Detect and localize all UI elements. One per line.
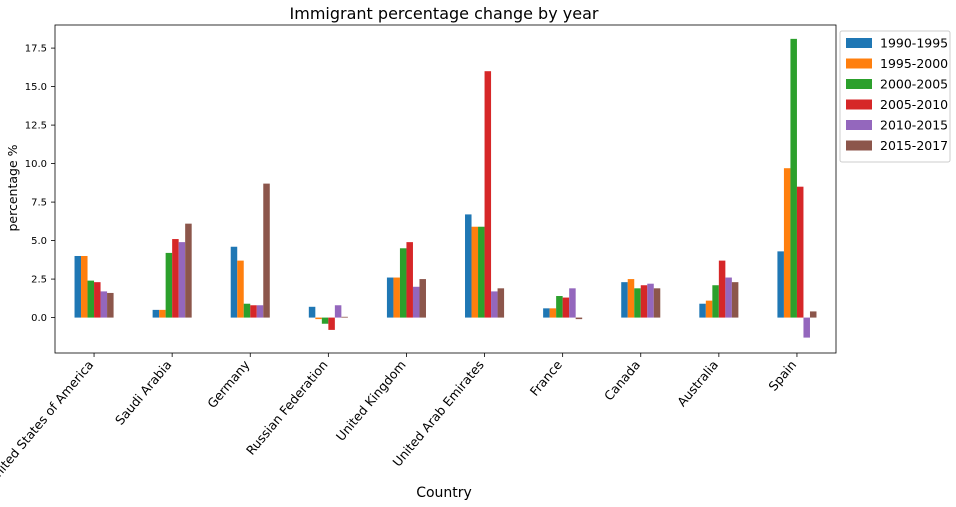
legend-label: 1995-2000 bbox=[880, 56, 948, 71]
legend-label: 2005-2010 bbox=[880, 97, 948, 112]
bar bbox=[100, 291, 108, 318]
bar bbox=[399, 248, 407, 318]
bar bbox=[412, 286, 420, 318]
legend-swatch bbox=[846, 38, 872, 48]
chart-title: Immigrant percentage change by year bbox=[290, 4, 599, 23]
bar bbox=[165, 252, 173, 318]
legend-label: 2000-2005 bbox=[880, 77, 948, 92]
bar bbox=[647, 283, 654, 318]
bar bbox=[621, 282, 628, 318]
x-tick-label: United Kingdom bbox=[333, 357, 409, 444]
bar bbox=[803, 317, 810, 338]
bar bbox=[465, 214, 472, 318]
legend-label: 1990-1995 bbox=[880, 36, 948, 51]
plot-area: 0.0 2.5 5.0 7.5 10.0 12.5 15.0 17.5 United State… bbox=[0, 24, 837, 487]
bar bbox=[237, 260, 244, 318]
bar bbox=[263, 183, 270, 318]
bar bbox=[152, 309, 160, 318]
bar bbox=[543, 308, 550, 318]
bar bbox=[94, 282, 101, 318]
y-tick-label: 5.0 bbox=[31, 236, 47, 247]
x-tick-label: United States of America bbox=[0, 357, 96, 486]
bar bbox=[718, 260, 726, 318]
x-tick-label: Spain bbox=[765, 357, 799, 393]
x-axis-label: Country bbox=[416, 485, 472, 501]
legend-swatch bbox=[846, 58, 872, 69]
bar bbox=[178, 242, 186, 318]
bar bbox=[484, 71, 492, 318]
y-tick-label: 12.5 bbox=[25, 121, 47, 132]
bar bbox=[107, 292, 114, 318]
bar bbox=[640, 285, 648, 318]
bar bbox=[321, 317, 329, 324]
bar bbox=[172, 239, 179, 318]
legend-swatch bbox=[846, 79, 872, 89]
bar bbox=[569, 288, 576, 318]
bar bbox=[699, 303, 706, 318]
legend: 1990-1995 1995-2000 2000-2005 2005-2010 2010… bbox=[839, 30, 951, 163]
x-tick-label: United Arab Emirates bbox=[389, 357, 486, 469]
bar bbox=[783, 168, 791, 318]
bar bbox=[159, 309, 166, 318]
bar bbox=[478, 226, 485, 318]
legend-label: 2010-2015 bbox=[880, 118, 948, 133]
y-tick-label: 0.0 bbox=[31, 313, 47, 324]
bar bbox=[575, 317, 583, 320]
legend-label: 2015-2017 bbox=[880, 138, 948, 153]
y-tick-label: 2.5 bbox=[31, 275, 47, 286]
bar bbox=[471, 226, 479, 318]
bar bbox=[74, 255, 82, 318]
bar bbox=[796, 186, 804, 318]
bar bbox=[419, 279, 426, 318]
legend-swatch bbox=[846, 140, 872, 151]
bar bbox=[634, 288, 641, 318]
bar bbox=[731, 282, 739, 318]
y-tick-label: 7.5 bbox=[31, 198, 47, 209]
bar bbox=[81, 255, 88, 318]
bar bbox=[230, 246, 238, 318]
x-tick-label: France bbox=[527, 357, 565, 399]
bar bbox=[250, 305, 257, 318]
bar bbox=[185, 223, 192, 318]
bar bbox=[406, 242, 413, 318]
bar bbox=[491, 291, 498, 318]
bar bbox=[328, 317, 335, 330]
bar bbox=[777, 251, 784, 318]
x-tick-label: Canada bbox=[601, 357, 643, 403]
x-tick-label: Saudi Arabia bbox=[112, 357, 174, 427]
bar bbox=[393, 277, 400, 318]
y-axis-label: percentage % bbox=[5, 144, 20, 231]
bar bbox=[549, 308, 557, 318]
x-tick-label: Russian Federation bbox=[243, 357, 331, 458]
bar bbox=[562, 297, 570, 318]
axes-frame bbox=[54, 24, 837, 354]
bar bbox=[315, 317, 322, 320]
bar bbox=[725, 277, 732, 318]
bar bbox=[790, 38, 797, 318]
bar bbox=[556, 296, 563, 318]
bar bbox=[705, 300, 713, 318]
bar bbox=[809, 311, 817, 318]
legend-swatch bbox=[846, 99, 872, 110]
x-tick-label: Germany bbox=[204, 357, 253, 411]
bar bbox=[87, 280, 95, 318]
x-tick-label: Australia bbox=[674, 357, 721, 409]
bar bbox=[334, 305, 342, 318]
bar bbox=[256, 305, 264, 318]
bar bbox=[712, 285, 719, 318]
y-tick-label: 10.0 bbox=[25, 159, 47, 170]
bar bbox=[341, 316, 348, 318]
bar bbox=[308, 306, 316, 318]
bar bbox=[386, 277, 394, 318]
bar bbox=[653, 288, 661, 318]
legend-swatch bbox=[846, 120, 872, 130]
bar bbox=[243, 303, 251, 318]
y-tick-label: 17.5 bbox=[25, 44, 47, 55]
bar bbox=[627, 279, 635, 318]
bar bbox=[497, 288, 505, 318]
y-tick-label: 15.0 bbox=[25, 82, 47, 93]
